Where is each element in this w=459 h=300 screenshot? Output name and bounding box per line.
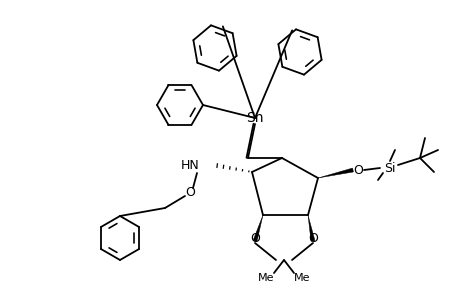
Text: Sn: Sn [246,111,263,125]
Text: O: O [250,232,259,244]
Polygon shape [308,215,314,242]
Text: Me: Me [293,273,309,283]
Polygon shape [317,168,353,178]
Text: Si: Si [383,161,395,175]
Text: HN: HN [181,158,200,172]
Text: O: O [353,164,362,176]
Text: Me: Me [257,273,274,283]
Text: O: O [308,232,317,244]
Polygon shape [252,215,263,242]
Text: O: O [185,187,195,200]
